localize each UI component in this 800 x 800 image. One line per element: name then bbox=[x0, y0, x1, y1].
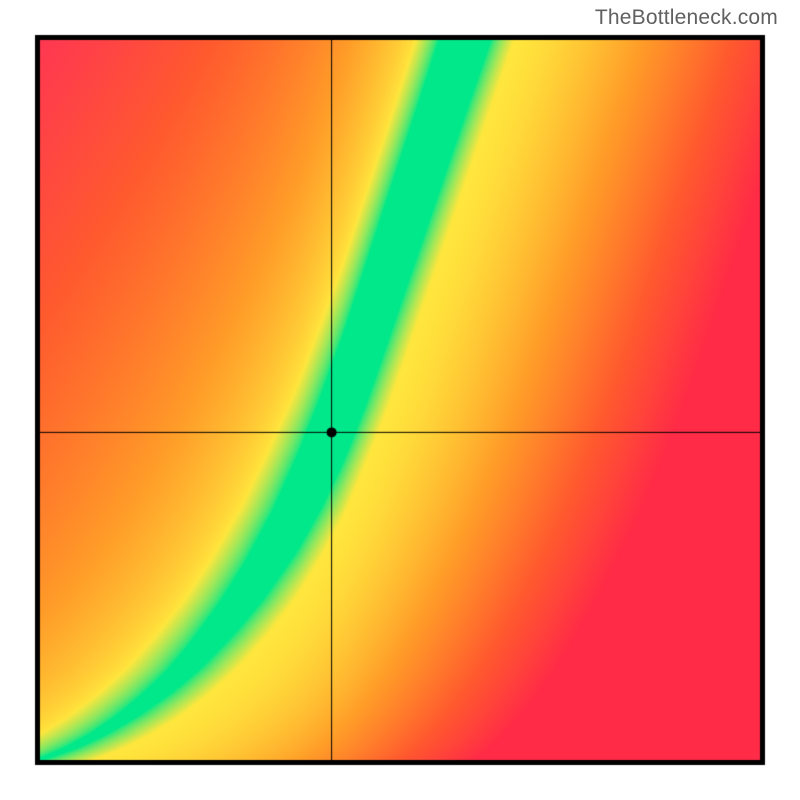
watermark-text: TheBottleneck.com bbox=[595, 6, 778, 30]
chart-container: TheBottleneck.com bbox=[0, 0, 800, 800]
heatmap-canvas bbox=[0, 0, 800, 800]
